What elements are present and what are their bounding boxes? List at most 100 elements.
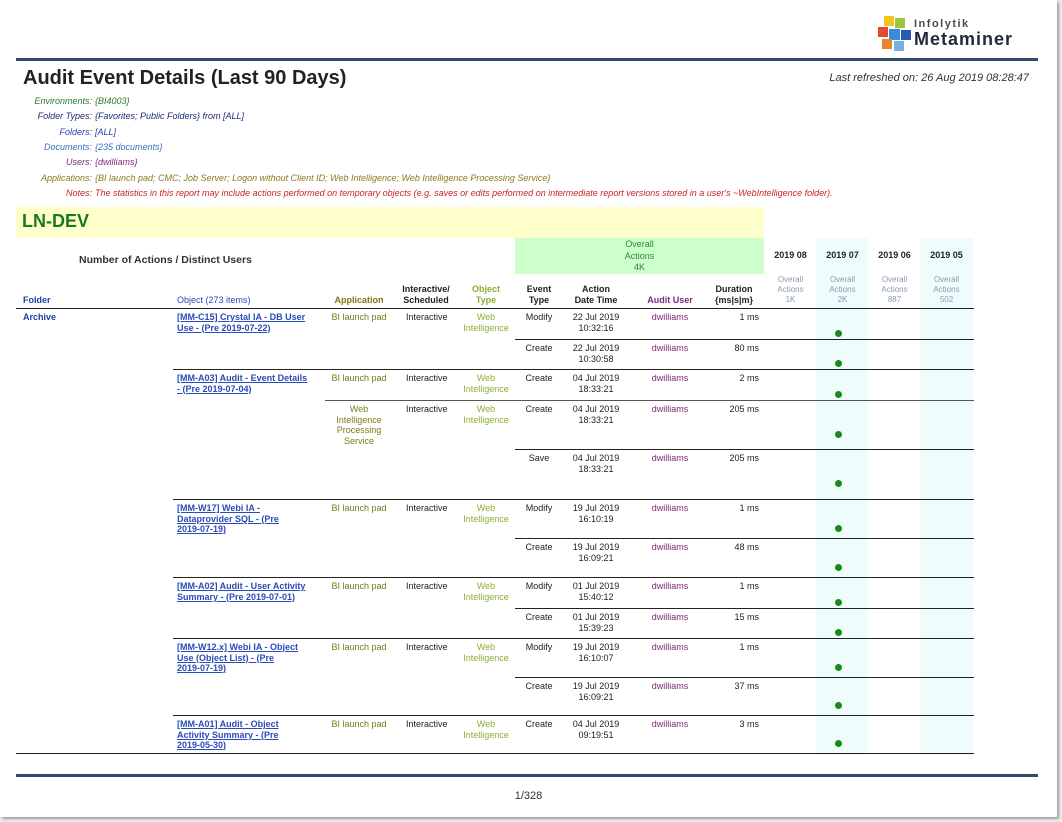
action-time: 15:39:23 — [578, 622, 614, 633]
interactive-value: Interactive — [406, 642, 448, 652]
object-link-line1[interactable]: [MM-C15] Crystal IA - DB User — [177, 312, 306, 322]
month-sub-line: 887 — [887, 295, 902, 304]
month-activity-dot — [835, 524, 842, 532]
audit-user: dwilliams — [651, 503, 689, 513]
month-activity-dot — [835, 598, 842, 606]
action-time: 16:10:19 — [578, 513, 614, 524]
object-link-line2[interactable]: Use - (Pre 2019-07-22) — [177, 322, 271, 333]
last-refreshed: Last refreshed on: 26 Aug 2019 08:28:47 — [829, 72, 1029, 84]
duration-value: 48 ms — [734, 542, 759, 552]
param-key: Notes: — [65, 187, 92, 198]
month-header: 2019 05 — [930, 250, 963, 260]
month-sub-line: Overall — [933, 275, 960, 284]
action-time: 18:33:21 — [578, 383, 614, 394]
object-link-line1[interactable]: [MM-W12.x] Webi IA - Object — [177, 642, 299, 652]
object-type-line1: Web — [476, 719, 496, 729]
application-divider — [325, 400, 974, 401]
month-sub-line: Overall — [829, 275, 856, 284]
month-sub-line: Overall — [881, 275, 908, 284]
infolytik-logo: Infolytik Metaminer — [876, 14, 1041, 54]
action-date: 01 Jul 2019 — [572, 612, 620, 622]
month-activity-dot — [835, 390, 842, 398]
object-link-line2[interactable]: Use (Object List) - (Pre — [177, 652, 275, 663]
action-time: 09:19:51 — [578, 729, 614, 740]
object-link-line1[interactable]: [MM-W17] Webi IA - — [177, 503, 260, 513]
row-divider — [515, 538, 974, 539]
duration-value: 1 ms — [739, 642, 759, 652]
col-interactive-l1: Interactive/ — [402, 284, 450, 294]
logo-line2: Metaminer — [914, 29, 1014, 49]
duration-value: 1 ms — [739, 581, 759, 591]
action-date: 04 Jul 2019 — [572, 719, 620, 729]
param-value: {dwilliams} — [95, 157, 138, 168]
object-link-line1[interactable]: [MM-A03] Audit - Event Details — [177, 373, 308, 383]
object-link-line3[interactable]: 2019-07-19) — [177, 524, 227, 534]
object-link-line2[interactable]: Summary - (Pre 2019-07-01) — [177, 591, 296, 602]
month-sub-line: 1K — [785, 295, 796, 304]
duration-value: 1 ms — [739, 312, 759, 322]
object-link-line1[interactable]: [MM-A01] Audit - Object — [177, 719, 279, 729]
action-date: 19 Jul 2019 — [572, 681, 620, 691]
object-type-line1: Web — [476, 503, 496, 513]
col-object-type: Object Type — [458, 284, 514, 305]
interactive-value: Interactive — [406, 503, 448, 513]
action-date: 04 Jul 2019 — [572, 453, 620, 463]
interactive-value: Interactive — [406, 404, 448, 414]
col-object-type-l2: Type — [475, 294, 497, 305]
object-link-line2[interactable]: Dataprovider SQL - (Pre — [177, 513, 279, 524]
object-link-line3[interactable]: 2019-07-19) — [177, 663, 227, 673]
param-key: Environments: — [34, 96, 92, 106]
param-value: {BI4003} — [95, 96, 130, 106]
interactive-value: Interactive — [406, 312, 448, 322]
group-divider — [173, 715, 974, 716]
month-sub-line: Actions — [881, 285, 908, 294]
month-column-bg — [764, 238, 817, 755]
audit-user: dwilliams — [651, 542, 689, 552]
duration-value: 205 ms — [729, 453, 759, 463]
month-header: 2019 08 — [774, 250, 807, 260]
col-action-datetime: Action Date Time — [563, 284, 629, 305]
duration-value: 37 ms — [734, 681, 759, 691]
object-link-line3[interactable]: 2019-05-30) — [177, 740, 227, 750]
action-time: 16:09:21 — [578, 552, 614, 563]
object-link-line2[interactable]: - (Pre 2019-07-04) — [177, 383, 252, 394]
folder-archive[interactable]: Archive — [23, 312, 57, 322]
event-type: Create — [525, 373, 553, 383]
param-value: {235 documents} — [95, 141, 163, 152]
col-application: Application — [334, 295, 384, 305]
group-divider — [173, 577, 974, 578]
col-object-type-l1: Object — [471, 284, 500, 294]
header-rule — [16, 58, 1038, 61]
object-link-line2[interactable]: Activity Summary - (Pre — [177, 729, 279, 740]
month-overall-actions: Overall Actions 887 — [868, 275, 921, 305]
object-type-line1: Web — [476, 581, 496, 591]
interactive-value: Interactive — [406, 581, 448, 591]
event-type: Modify — [525, 503, 553, 513]
row-divider — [515, 339, 974, 340]
col-action-dt-l1: Action — [582, 284, 610, 294]
environment-banner: LN-DEV — [16, 207, 764, 238]
action-time: 15:40:12 — [578, 591, 614, 602]
overall-l1: Overall — [625, 239, 654, 249]
action-time: 16:09:21 — [578, 691, 614, 702]
event-type: Create — [525, 343, 553, 353]
param-key: Documents: — [43, 141, 92, 152]
month-activity-dot — [835, 563, 842, 571]
group-divider — [173, 638, 974, 639]
action-date: 04 Jul 2019 — [572, 373, 620, 383]
application-value: BI launch pad — [331, 373, 387, 383]
month-sub-line: Actions — [829, 285, 856, 294]
object-link-line1[interactable]: [MM-A02] Audit - User Activity — [177, 581, 306, 591]
duration-value: 1 ms — [739, 503, 759, 513]
page-number: 1/328 — [514, 790, 543, 802]
month-activity-dot — [835, 629, 842, 636]
object-type-line1: Web — [476, 373, 496, 383]
col-interactive: Interactive/ Scheduled — [394, 284, 458, 305]
footer-rule — [16, 774, 1038, 777]
object-type-line2: Intelligence — [463, 591, 509, 602]
month-column-bg — [920, 238, 973, 755]
object-type-line2: Intelligence — [463, 652, 509, 663]
duration-value: 3 ms — [739, 719, 759, 729]
audit-user: dwilliams — [651, 612, 689, 622]
interactive-value: Interactive — [406, 373, 448, 383]
